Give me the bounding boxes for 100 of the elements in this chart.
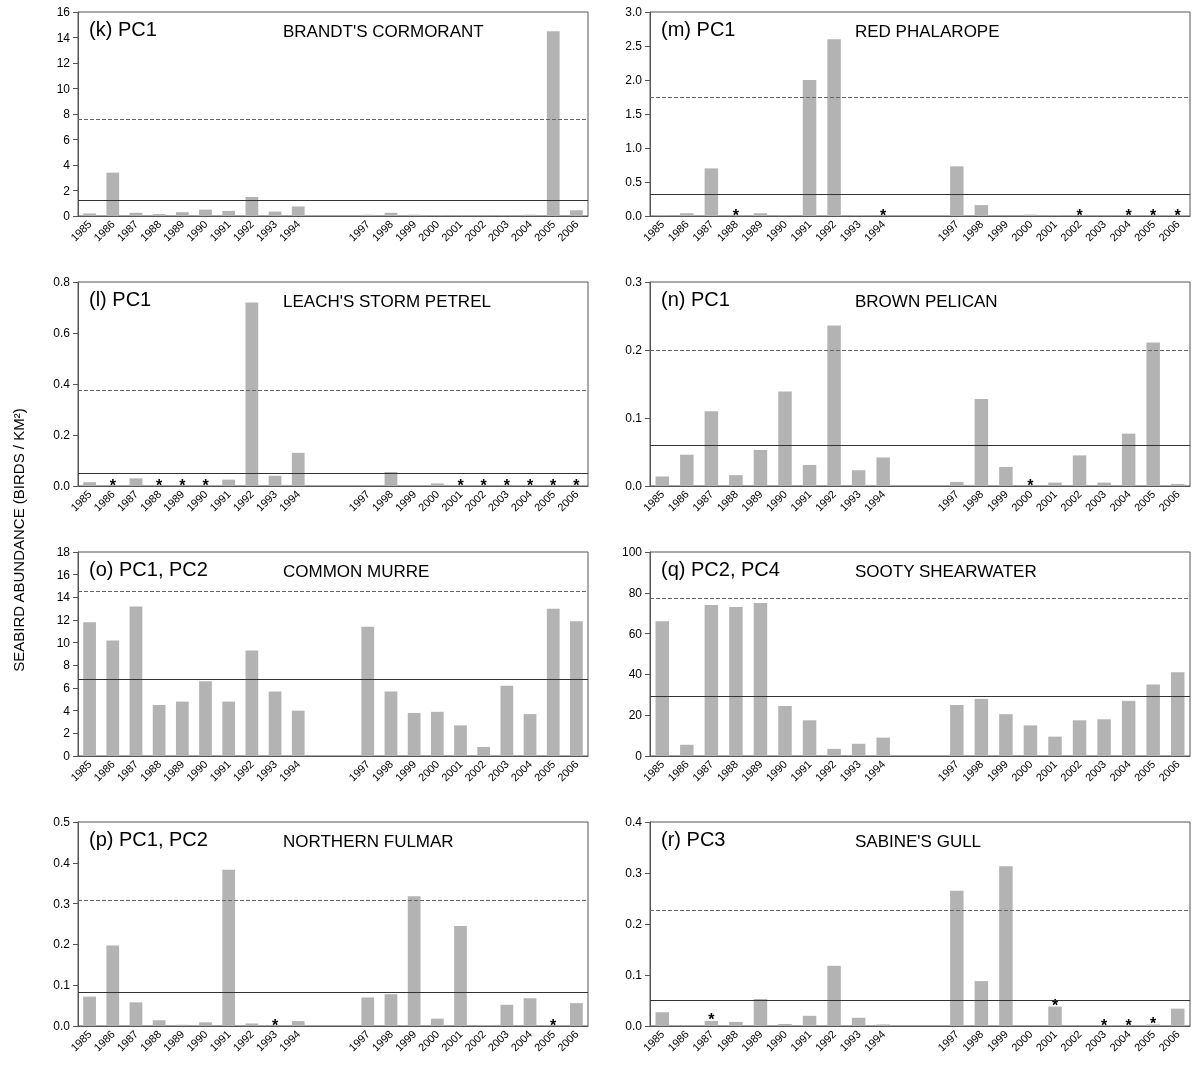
y-tick-label: 16: [56, 5, 71, 19]
bar: [655, 476, 670, 486]
y-tick-label: 1.0: [625, 141, 643, 155]
bar: [129, 606, 143, 756]
bar: [704, 168, 719, 216]
y-tick-label: 100: [621, 545, 643, 559]
bar: [999, 466, 1013, 486]
bar: [729, 607, 743, 756]
bar: [430, 1018, 444, 1026]
bar: [827, 325, 841, 486]
y-tick-label: 0.2: [625, 343, 643, 357]
text: RED PHALAROPE: [855, 22, 1000, 41]
y-tick-label: 18: [56, 545, 71, 559]
bar: [655, 621, 670, 756]
y-tick-label: 10: [56, 81, 71, 96]
bar: [1121, 700, 1136, 756]
bar: [999, 866, 1013, 1026]
bar: [152, 1020, 166, 1026]
bar: [704, 411, 719, 486]
bar: [106, 172, 120, 216]
y-tick-label: 1.5: [625, 107, 643, 121]
y-tick-label: 4: [63, 703, 71, 718]
bar: [407, 712, 421, 756]
y-tick-label: 0.6: [53, 326, 71, 340]
bar: [245, 196, 259, 216]
chart-subtitle: (o) PC1, PC2: [89, 558, 208, 580]
bar: [851, 470, 866, 486]
y-tick-label: 2: [63, 726, 71, 741]
bar: [851, 1017, 866, 1026]
bar: [546, 31, 560, 216]
bar: [106, 640, 120, 756]
bar: [1072, 720, 1087, 756]
bar: [222, 869, 236, 1026]
bar: [199, 1022, 212, 1026]
text: BRANDT'S CORMORANT: [283, 22, 484, 41]
bar: [876, 457, 890, 486]
text: SABINE'S GULL: [855, 832, 982, 851]
y-tick-label: 0.0: [625, 1019, 643, 1033]
y-tick-label: 0: [63, 209, 71, 223]
bar: [1048, 1006, 1062, 1026]
y-tick-label: 0.1: [625, 411, 643, 425]
y-tick-label: 16: [56, 567, 71, 582]
bar: [430, 711, 444, 756]
text: NORTHERN FULMAR: [283, 832, 454, 851]
bar: [384, 691, 398, 756]
y-tick-label: 10: [56, 635, 71, 650]
bar: [1048, 482, 1062, 486]
bar: [778, 706, 792, 756]
text: LEACH'S STORM PETREL: [283, 292, 491, 311]
bar: [1170, 1008, 1185, 1026]
chart-subtitle: (m) PC1: [661, 18, 736, 40]
bar: [291, 452, 305, 486]
bar: [570, 621, 583, 756]
y-tick-label: 0.0: [53, 479, 71, 493]
bar: [680, 213, 694, 216]
bar: [245, 302, 259, 486]
y-axis-title: SEABIRD ABUNDANCE (BIRDS / KM²): [9, 408, 27, 672]
bar: [83, 482, 96, 486]
y-tick-label: 0.2: [53, 428, 71, 442]
y-tick-label: 0.0: [53, 1019, 71, 1033]
bar: [950, 890, 964, 1026]
bar: [753, 449, 768, 486]
bar: [361, 626, 375, 756]
bar: [680, 744, 694, 756]
y-tick-label: 6: [63, 681, 71, 695]
y-tick-label: 14: [56, 590, 71, 605]
bar: [523, 998, 537, 1026]
bar: [454, 725, 467, 756]
bar: [83, 996, 96, 1026]
y-tick-label: 0.0: [625, 209, 643, 223]
bar: [1023, 725, 1038, 756]
bar: [361, 997, 375, 1026]
bar: [384, 994, 398, 1026]
y-tick-label: 2: [63, 183, 71, 198]
bar: [268, 691, 282, 756]
bar: [680, 454, 694, 486]
bar: [546, 608, 560, 756]
chart-subtitle: (p) PC1, PC2: [89, 828, 208, 850]
y-tick-label: 0.4: [53, 855, 71, 870]
bar: [199, 681, 212, 756]
bar: [753, 603, 768, 756]
bar: [268, 475, 282, 486]
y-tick-label: 12: [56, 56, 71, 70]
y-tick-label: 40: [628, 667, 643, 682]
bar: [778, 1023, 792, 1026]
y-tick-label: 8: [63, 107, 71, 121]
bar: [407, 896, 421, 1026]
text: COMMON MURRE: [283, 562, 430, 581]
chart-subtitle: (k) PC1: [89, 18, 157, 40]
bar: [974, 981, 989, 1026]
bar: [199, 209, 212, 216]
y-tick-label: 3.0: [625, 5, 643, 19]
bar: [827, 748, 841, 756]
y-tick-label: 6: [63, 132, 71, 147]
bar: [570, 1003, 583, 1026]
bar: [175, 212, 189, 216]
bar: [454, 926, 467, 1026]
bar: [222, 210, 236, 216]
bar: [950, 705, 964, 756]
bar: [778, 391, 792, 486]
